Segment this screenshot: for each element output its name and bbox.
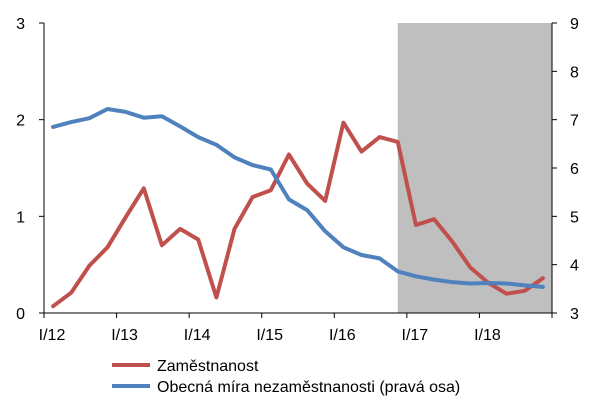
x-axis-tick-label: I/15 xyxy=(256,327,283,344)
right-axis-tick-label: 5 xyxy=(570,209,579,226)
x-axis-tick-label: I/18 xyxy=(474,327,501,344)
left-axis-tick-label: 1 xyxy=(16,209,25,226)
right-axis-tick-label: 8 xyxy=(570,64,579,81)
x-axis-tick-label: I/17 xyxy=(402,327,429,344)
left-axis-tick-label: 0 xyxy=(16,306,25,323)
right-axis-tick-label: 9 xyxy=(570,16,579,33)
right-axis-tick-label: 4 xyxy=(570,258,579,275)
series-line-1 xyxy=(51,120,545,309)
right-axis-tick-label: 6 xyxy=(570,161,579,178)
legend-label-1: Zaměstnanost xyxy=(157,358,259,375)
x-axis: I/12 I/13 I/14 I/15 I/16 I/17 I/18 xyxy=(39,312,553,344)
x-axis-tick-label: I/13 xyxy=(111,327,138,344)
left-axis-tick-label: 2 xyxy=(16,113,25,130)
forecast-shaded-region xyxy=(397,23,552,313)
left-y-axis: 0 1 2 3 xyxy=(16,16,45,323)
legend: Zaměstnanost Obecná míra nezaměstnanosti … xyxy=(112,358,460,396)
legend-label-2: Obecná míra nezaměstnanosti (pravá osa) xyxy=(157,379,460,396)
right-y-axis: 3 4 5 6 7 8 9 xyxy=(551,16,579,323)
left-axis-tick-label: 3 xyxy=(16,16,25,33)
right-axis-tick-label: 7 xyxy=(570,113,579,130)
series-line-2 xyxy=(51,107,545,289)
x-axis-tick-label: I/16 xyxy=(329,327,356,344)
series-lines xyxy=(51,107,545,309)
x-axis-tick-label: I/12 xyxy=(39,327,66,344)
right-axis-tick-label: 3 xyxy=(570,306,579,323)
x-axis-tick-label: I/14 xyxy=(184,327,211,344)
